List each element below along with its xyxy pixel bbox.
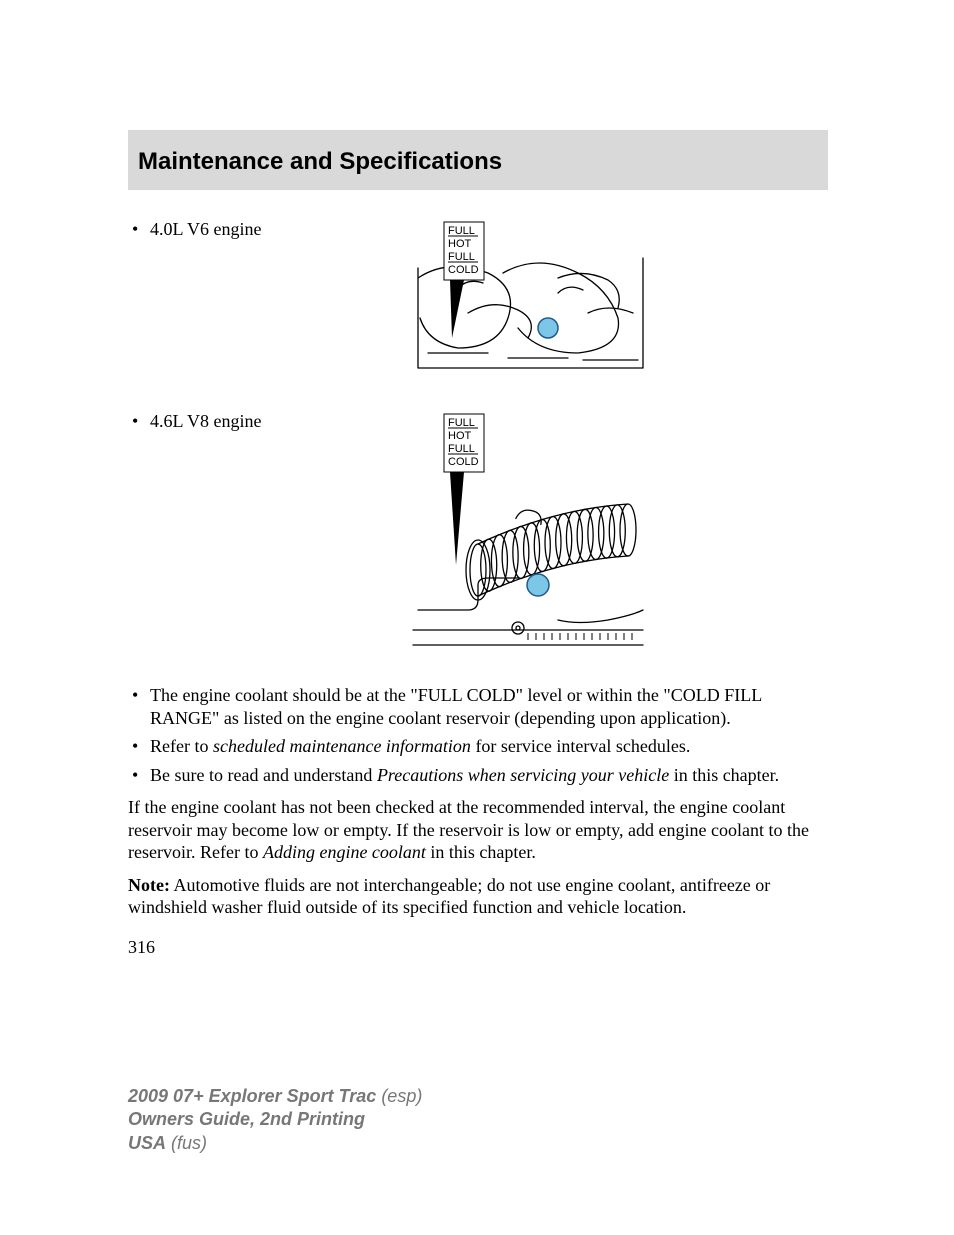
svg-text:COLD: COLD <box>448 264 479 276</box>
bullet-text: Refer to <box>150 736 213 756</box>
svg-text:FULL: FULL <box>448 225 475 237</box>
footer-l3-rest: (fus) <box>166 1133 207 1153</box>
para2-post: Automotive fluids are not interchangeabl… <box>128 875 770 918</box>
bullet-item: Refer to scheduled maintenance informati… <box>128 735 828 758</box>
paragraph-coolant-check: If the engine coolant has not been check… <box>128 796 828 864</box>
bullet-text: in this chapter. <box>669 765 779 785</box>
footer-l1-rest: (esp) <box>376 1086 422 1106</box>
svg-text:HOT: HOT <box>448 430 472 442</box>
footer-line-2: Owners Guide, 2nd Printing <box>128 1108 422 1131</box>
bullet-italic: scheduled maintenance information <box>213 736 471 756</box>
bullet-text: The engine coolant should be at the "FUL… <box>150 685 762 728</box>
svg-text:HOT: HOT <box>448 238 472 250</box>
bullet-item: Be sure to read and understand Precautio… <box>128 764 828 787</box>
bullet-italic: Precautions when servicing your vehicle <box>377 765 669 785</box>
bullet-engine-v6: 4.0L V6 engine <box>128 218 388 241</box>
svg-text:FULL: FULL <box>448 443 475 455</box>
footer-line-1: 2009 07+ Explorer Sport Trac (esp) <box>128 1085 422 1108</box>
engine-diagram-v8: FULLHOTFULLCOLD <box>408 410 648 660</box>
bullet-text: for service interval schedules. <box>471 736 690 756</box>
bullet-item: The engine coolant should be at the "FUL… <box>128 684 828 729</box>
footer: 2009 07+ Explorer Sport Trac (esp) Owner… <box>128 1085 422 1155</box>
engine-row-v6: 4.0L V6 engine FULLHOTFULLCOLD <box>128 218 828 386</box>
engine-label-v8: 4.6L V8 engine <box>128 410 388 439</box>
footer-l3-bold: USA <box>128 1133 166 1153</box>
paragraph-note: Note: Automotive fluids are not intercha… <box>128 874 828 919</box>
page-number: 316 <box>128 937 828 958</box>
svg-text:FULL: FULL <box>448 251 475 263</box>
section-title-bar: Maintenance and Specifications <box>128 130 828 190</box>
para2-bold: Note: <box>128 875 170 895</box>
footer-l1-bold: 2009 07+ Explorer Sport Trac <box>128 1086 376 1106</box>
svg-text:FULL: FULL <box>448 417 475 429</box>
bullet-engine-v8: 4.6L V8 engine <box>128 410 388 433</box>
engine-diagram-v6: FULLHOTFULLCOLD <box>408 218 648 386</box>
para1-post: in this chapter. <box>426 842 536 862</box>
bullet-list: The engine coolant should be at the "FUL… <box>128 684 828 786</box>
bullet-text: Be sure to read and understand <box>150 765 377 785</box>
engine-label-v6: 4.0L V6 engine <box>128 218 388 247</box>
engine-row-v8: 4.6L V8 engine FULLHOTFULLCOLD <box>128 410 828 660</box>
para1-italic: Adding engine coolant <box>263 842 426 862</box>
body-text: If the engine coolant has not been check… <box>128 796 828 919</box>
svg-text:COLD: COLD <box>448 456 479 468</box>
footer-line-3: USA (fus) <box>128 1132 422 1155</box>
section-title: Maintenance and Specifications <box>138 148 818 176</box>
footer-l2-bold: Owners Guide, 2nd Printing <box>128 1109 365 1129</box>
page-content: Maintenance and Specifications 4.0L V6 e… <box>128 130 828 958</box>
